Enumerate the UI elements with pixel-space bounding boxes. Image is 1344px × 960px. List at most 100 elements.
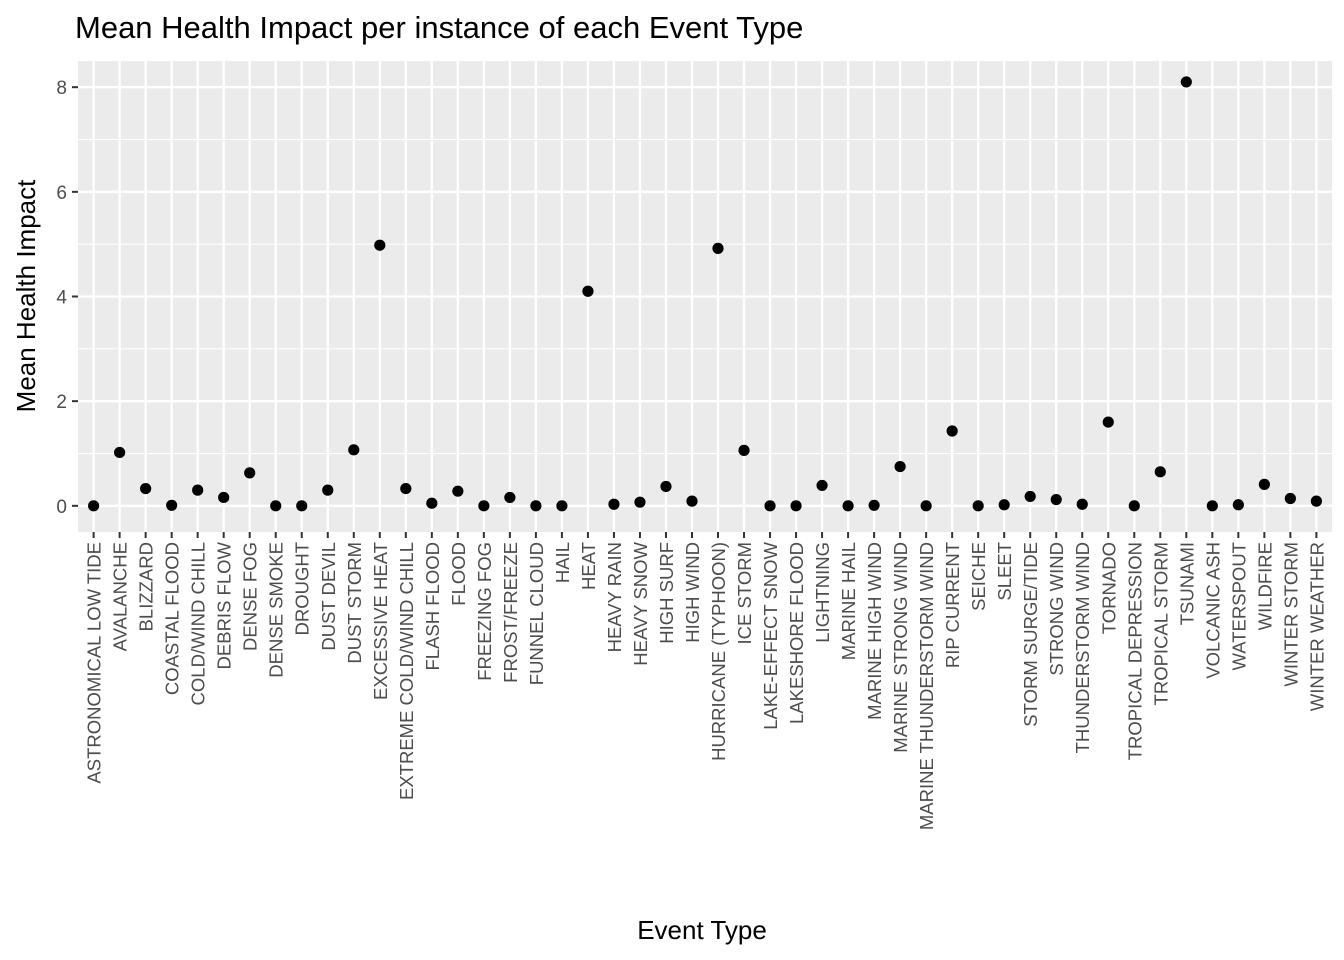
data-point [582, 285, 594, 297]
data-point [1076, 498, 1088, 510]
data-point [790, 500, 802, 512]
data-point [400, 482, 412, 495]
y-tick-label: 6 [56, 183, 67, 204]
y-tick-label: 4 [56, 288, 67, 309]
x-tick-label: WINTER STORM [1280, 542, 1301, 687]
x-tick-label: RIP CURRENT [942, 542, 963, 668]
data-point [686, 495, 698, 507]
x-tick-label: TSUNAMI [1176, 542, 1197, 625]
x-tick-label: ICE STORM [734, 542, 755, 644]
data-point [296, 500, 308, 512]
x-tick-label: LAKE-EFFECT SNOW [760, 541, 781, 729]
data-point [1206, 500, 1218, 512]
data-point [426, 497, 438, 509]
data-point [842, 500, 854, 512]
x-tick-label: DENSE FOG [240, 542, 261, 651]
data-points [88, 76, 1322, 512]
minor-gridlines [78, 138, 1332, 455]
data-point [244, 467, 256, 479]
x-tick-label: MARINE HAIL [838, 542, 859, 660]
y-tick-label: 2 [56, 392, 67, 413]
x-tick-label: AVALANCHE [110, 542, 131, 651]
x-tick-label: LAKESHORE FLOOD [786, 542, 807, 724]
x-tick-label: FLASH FLOOD [422, 542, 443, 671]
y-axis-title: Mean Health Impact [11, 179, 41, 412]
data-point [1258, 478, 1270, 490]
x-tick-label: HAIL [552, 542, 573, 583]
x-tick-label: FLOOD [448, 542, 469, 606]
y-axis: 0 2 4 6 8 [56, 78, 78, 518]
x-tick-label: VOLCANIC ASH [1202, 542, 1223, 679]
data-point [374, 239, 386, 251]
x-tick-label: STRONG WIND [1046, 542, 1067, 676]
y-tick-label: 8 [56, 78, 67, 99]
x-tick-label: THUNDERSTORM WIND [1072, 542, 1093, 753]
x-tick-label: STORM SURGE/TIDE [1020, 542, 1041, 727]
x-tick-label: SLEET [994, 542, 1015, 601]
data-point [764, 500, 776, 512]
data-point [114, 446, 126, 459]
data-point [1050, 493, 1062, 506]
data-point [1284, 492, 1296, 505]
x-tick-label: HIGH WIND [682, 542, 703, 643]
x-tick-label: HEAT [578, 542, 599, 590]
x-tick-label: HEAVY RAIN [604, 542, 625, 652]
x-tick-label: TORNADO [1098, 542, 1119, 634]
x-tick-label: FUNNEL CLOUD [526, 542, 547, 685]
x-tick-label: FREEZING FOG [474, 542, 495, 681]
x-tick-label: EXTREME COLD/WIND CHILL [396, 542, 417, 800]
x-tick-label: WATERSPOUT [1228, 542, 1249, 670]
x-tick-label: MARINE HIGH WIND [864, 542, 885, 720]
data-point [1232, 499, 1244, 511]
data-point [88, 500, 100, 512]
data-point [504, 491, 516, 504]
data-point [738, 444, 750, 456]
x-tick-label: DUST STORM [344, 542, 365, 664]
x-tick-label: MARINE STRONG WIND [890, 542, 911, 753]
x-tick-label: DENSE SMOKE [266, 542, 287, 678]
x-tick-label: DEBRIS FLOW [214, 541, 235, 669]
x-tick-label: FROST/FREEZE [500, 542, 521, 683]
data-point [270, 500, 282, 512]
x-tick-label: ASTRONOMICAL LOW TIDE [84, 542, 105, 784]
data-point [1024, 490, 1036, 503]
x-tick-label: EXCESSIVE HEAT [370, 542, 391, 700]
x-tick-label: HIGH SURF [656, 542, 677, 644]
x-tick-label: WINTER WEATHER [1306, 542, 1327, 711]
data-point [140, 482, 152, 495]
data-point [530, 500, 542, 512]
x-tick-label: MARINE THUNDERSTORM WIND [916, 542, 937, 830]
data-point [660, 480, 672, 493]
data-point [894, 460, 906, 473]
data-point [348, 444, 360, 456]
x-axis-title: Event Type [637, 915, 767, 945]
x-tick-label: COLD/WIND CHILL [188, 542, 209, 705]
data-point [634, 496, 646, 508]
x-tick-label: COASTAL FLOOD [162, 542, 183, 695]
data-point [998, 499, 1010, 511]
x-tick-label: WILDFIRE [1254, 542, 1275, 630]
data-point [192, 484, 204, 496]
x-tick-label: TROPICAL DEPRESSION [1124, 542, 1145, 760]
data-point [868, 499, 880, 511]
data-point [452, 485, 464, 497]
x-tick-label: HURRICANE (TYPHOON) [708, 542, 729, 761]
data-point [1310, 495, 1322, 507]
data-point [608, 498, 620, 510]
x-tick-label: BLIZZARD [136, 542, 157, 631]
data-point [1102, 416, 1114, 428]
data-point [946, 425, 958, 437]
data-point [712, 242, 724, 254]
data-point [1180, 76, 1192, 88]
data-point [816, 479, 828, 492]
data-point [556, 500, 568, 512]
x-tick-label: DUST DEVIL [318, 542, 339, 651]
data-point [166, 499, 178, 511]
data-point [1154, 466, 1166, 478]
x-tick-label: DROUGHT [292, 542, 313, 636]
x-tick-label: HEAVY SNOW [630, 541, 651, 665]
data-point [478, 500, 490, 512]
x-tick-label: TROPICAL STORM [1150, 542, 1171, 705]
data-point [1128, 500, 1140, 512]
